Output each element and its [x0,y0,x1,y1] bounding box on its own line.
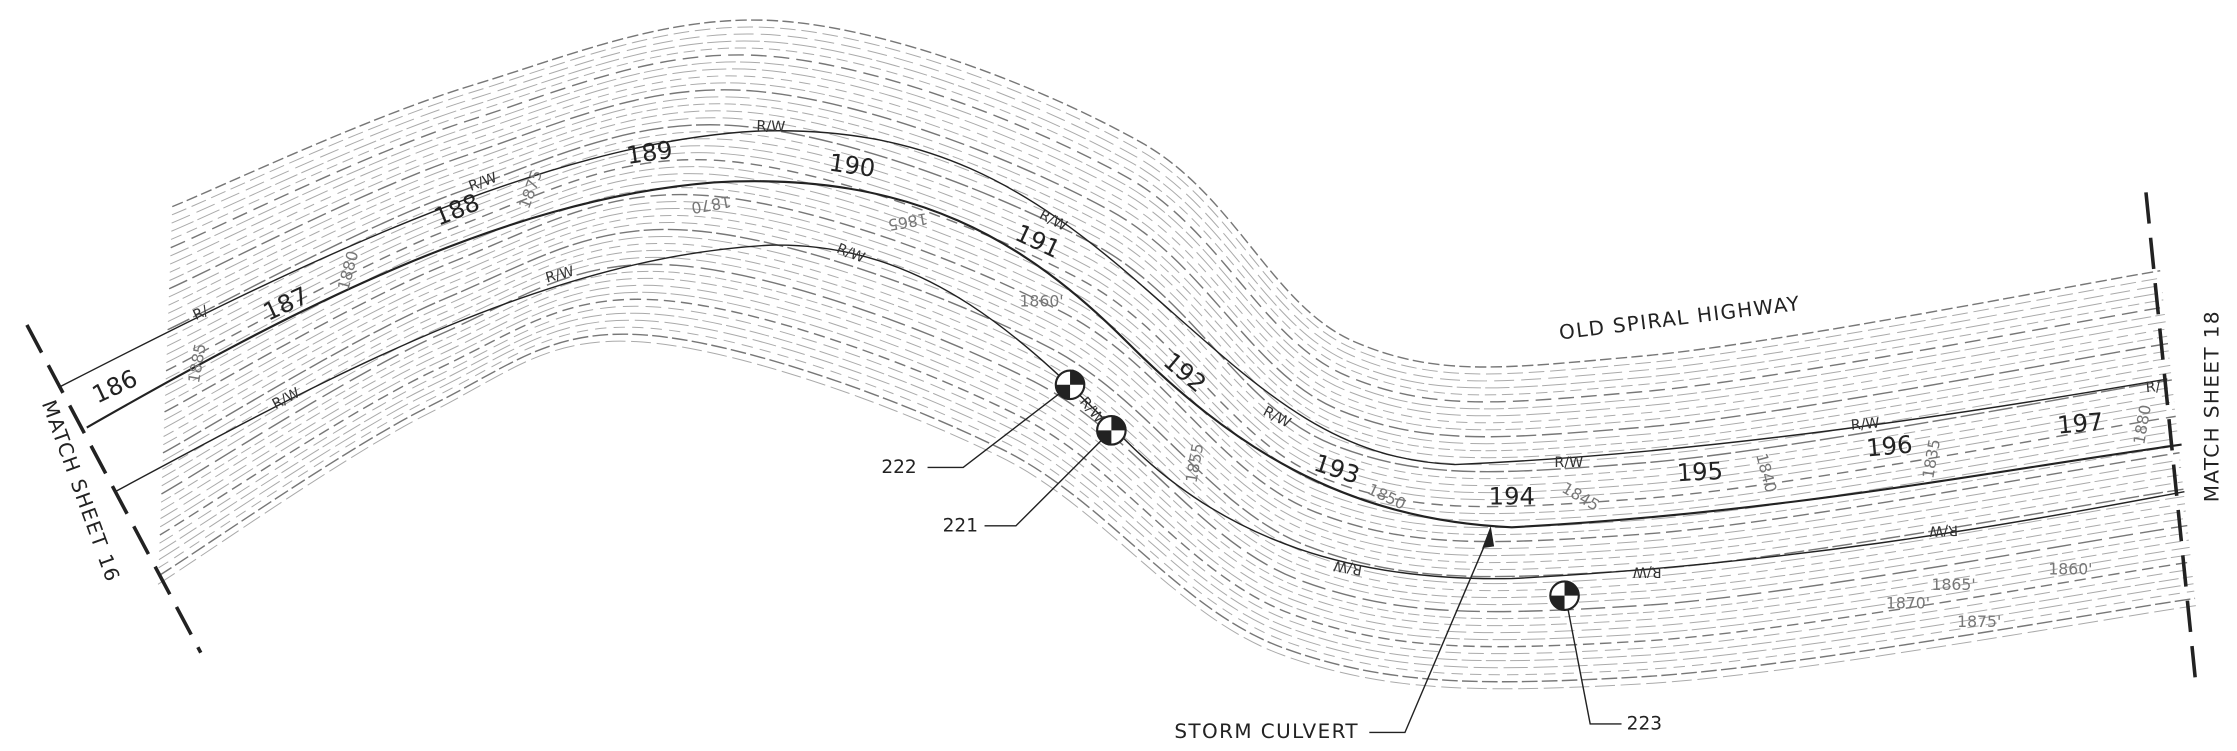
upper-right-of-way [57,130,2168,466]
contour-line [161,256,2187,606]
contour-line [171,33,2162,382]
culvert-arrow [1482,525,1495,549]
contour-line [160,277,2189,627]
contour-label: 1865 [886,209,929,235]
contour-line [166,138,2174,487]
right-of-way-label: R/W [1332,557,1363,578]
contour-line [171,26,2162,375]
culvert-leader [1369,531,1492,734]
right-of-way-label: R/W [270,385,303,413]
station-label: 188 [430,188,483,231]
callout-label: 222 [881,457,916,478]
contour-label: 1860' [2048,560,2092,579]
contour-line [166,145,2175,494]
callout-label: 221 [943,515,978,536]
contour-line [161,263,2188,613]
contour-label: 1875 [515,167,546,211]
contour-line [166,152,2176,501]
monument-fill [1097,416,1126,445]
right-of-way-label: R/W [756,118,785,135]
leader-223 [1565,598,1622,725]
contour-line [167,131,2173,480]
station-label: 197 [2056,408,2104,440]
contour-line [168,96,2169,445]
contour-label: 1835 [1918,437,1944,480]
station-label: 189 [625,136,675,170]
station-label: 194 [1489,482,1535,510]
match-line-right [2144,192,2198,685]
contour-line [170,47,2164,396]
callout-label: STORM CULVERT [1174,719,1359,743]
contour-label: 1870' [1886,594,1930,613]
match-line-left [25,324,203,654]
contour-label: 1875' [1957,612,2001,631]
contour-line [158,326,2195,676]
contour-line [172,19,2161,368]
lower-right-of-way [114,244,2185,580]
contour-line [168,110,2171,459]
monument-fill [1550,581,1579,610]
contour-line [163,215,2182,564]
right-of-way-label: R/W [544,264,576,287]
contour-line [158,312,2193,662]
right-of-way-label: R/ [191,303,211,324]
contour-label: 1860' [1019,292,1063,311]
contours [157,19,2196,690]
contour-line [167,117,2172,466]
station-label: 190 [827,149,877,183]
contour-line [167,124,2172,473]
contour-line [160,270,2189,620]
monument-fill [1055,370,1085,400]
contour-line [169,75,2167,424]
contour-line [157,340,2196,690]
contour-line [162,236,2185,585]
contour-line [159,291,2191,641]
contour-line [168,103,2170,452]
contour-line [161,250,2186,599]
right-of-way-label: R/ [2145,379,2161,396]
contour-label: 1845 [1559,478,1603,514]
contour-line [170,54,2165,403]
callout-label: MATCH SHEET 18 [2199,310,2223,502]
contour-line [163,222,2183,571]
right-of-way-label: R/W [1554,455,1583,471]
contour-line [170,61,2165,410]
contour-label: 1885 [184,342,210,385]
contour-line [157,333,2196,683]
leader-222 [927,387,1068,469]
callout-label: OLD SPIRAL HIGHWAY [1558,291,1802,344]
contour-line [169,68,2166,417]
road [25,130,2198,734]
contour-line [163,201,2181,550]
contour-line [171,40,2163,389]
contour-line [160,284,2190,634]
contour-label: 1880 [2129,403,2155,446]
contour-line [159,298,2192,648]
right-of-way-label: R/W [1850,415,1880,433]
right-of-way-label: R/W [1929,522,1958,539]
contour-label: 1870 [690,192,733,218]
station-label: 186 [88,364,142,409]
contour-line [158,319,2194,669]
contour-line [163,208,2182,557]
monuments [1054,369,1580,611]
contour-line [168,89,2169,438]
contour-label: 1840 [1752,451,1781,494]
contour-line [165,159,2176,508]
right-of-way-label: R/W [1633,563,1662,579]
station-label: 196 [1865,431,1913,463]
centerline [86,180,2182,529]
leader-221 [984,432,1110,527]
contour-line [164,193,2180,543]
contour-line [159,305,2193,655]
contour-line [169,82,2168,431]
contour-label: 1865' [1931,575,1975,594]
callout-label: 223 [1627,713,1662,734]
contour-line [165,166,2177,515]
station-label: 195 [1676,457,1724,487]
contour-line [165,173,2178,522]
